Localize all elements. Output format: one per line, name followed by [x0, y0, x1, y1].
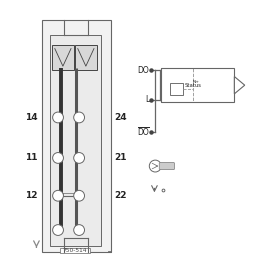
Text: 24: 24	[114, 113, 126, 122]
Bar	[75, 45, 97, 70]
Bar	[170, 83, 183, 95]
Circle shape	[53, 153, 63, 163]
Bar	[42, 20, 111, 252]
Text: DO: DO	[137, 128, 149, 137]
Text: 12: 12	[25, 191, 37, 200]
Circle shape	[74, 153, 85, 163]
Circle shape	[74, 112, 85, 123]
Bar	[161, 68, 234, 102]
Text: 21: 21	[114, 153, 126, 163]
Polygon shape	[234, 77, 245, 94]
Bar	[52, 45, 74, 70]
Circle shape	[53, 112, 63, 123]
Circle shape	[53, 190, 63, 201]
Bar	[161, 68, 193, 102]
Text: DO: DO	[137, 66, 149, 75]
Bar	[60, 248, 90, 253]
Bar	[50, 35, 101, 246]
Text: Status: Status	[184, 83, 201, 88]
Text: 22: 22	[114, 191, 126, 200]
Circle shape	[53, 225, 63, 235]
FancyBboxPatch shape	[159, 163, 174, 170]
Text: N+: N+	[193, 80, 199, 85]
Text: 750-514: 750-514	[63, 248, 87, 253]
Circle shape	[74, 225, 85, 235]
Text: L: L	[145, 95, 149, 104]
Circle shape	[74, 190, 85, 201]
Text: 11: 11	[25, 153, 37, 163]
Text: 14: 14	[25, 113, 37, 122]
